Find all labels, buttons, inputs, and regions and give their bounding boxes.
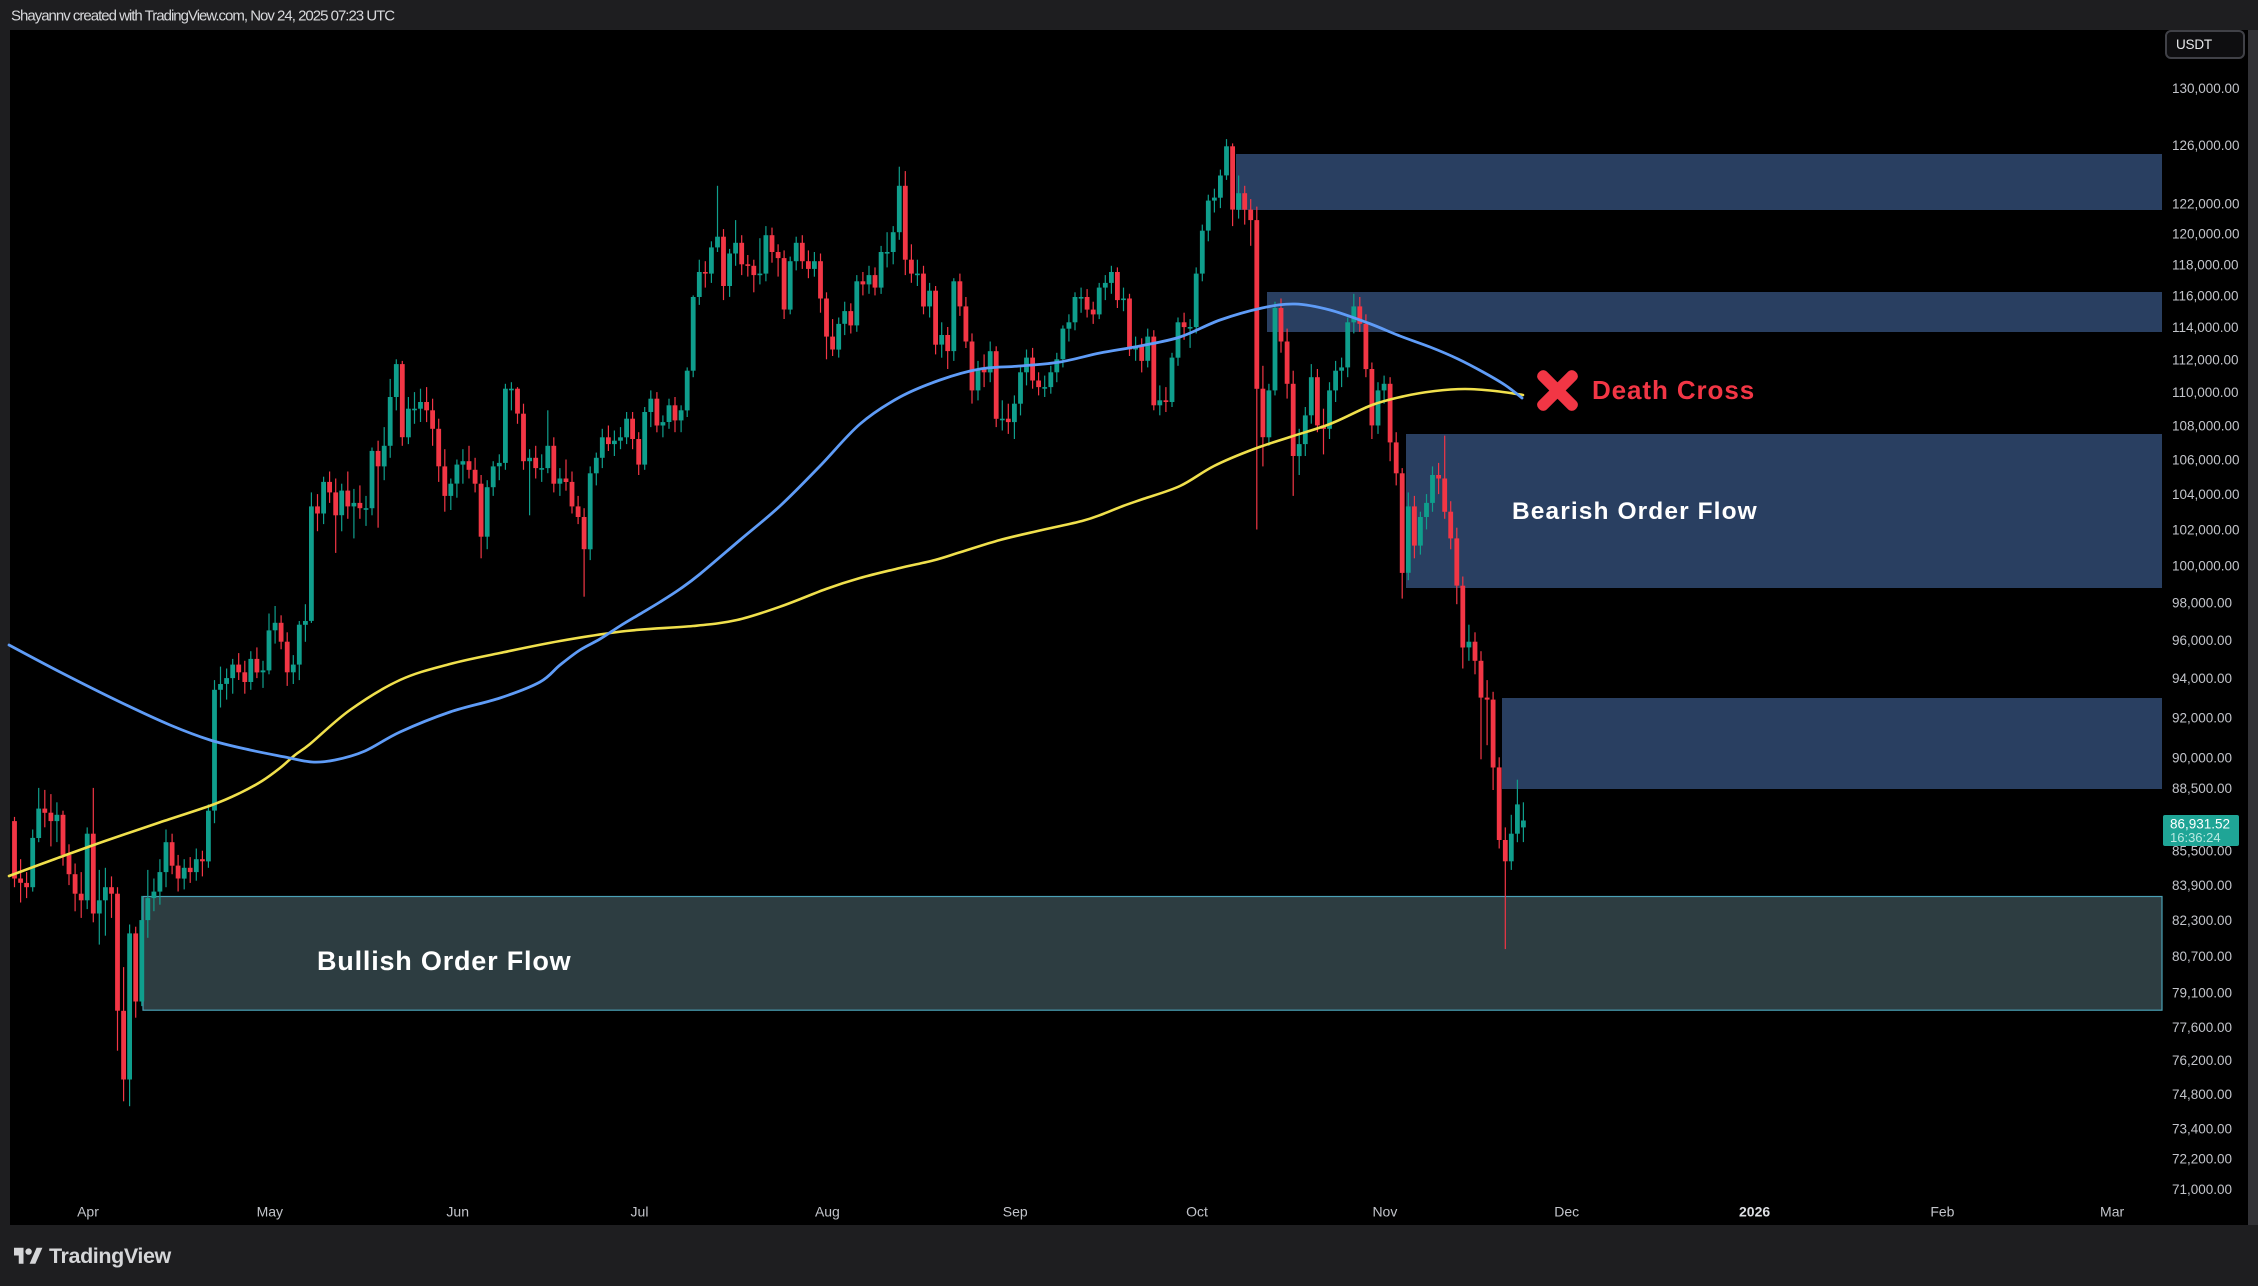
svg-text:90,000.00: 90,000.00 (2172, 750, 2232, 765)
svg-text:100,000.00: 100,000.00 (2172, 559, 2240, 574)
svg-text:102,000.00: 102,000.00 (2172, 523, 2240, 538)
svg-text:83,900.00: 83,900.00 (2172, 878, 2232, 893)
svg-text:118,000.00: 118,000.00 (2172, 257, 2239, 272)
svg-text:Nov: Nov (1372, 1204, 1397, 1220)
svg-text:74,800.00: 74,800.00 (2172, 1087, 2232, 1102)
svg-text:110,000.00: 110,000.00 (2172, 385, 2239, 400)
svg-text:114,000.00: 114,000.00 (2172, 320, 2239, 335)
svg-text:76,200.00: 76,200.00 (2172, 1053, 2232, 1068)
svg-text:2026: 2026 (1739, 1204, 1770, 1220)
svg-text:Apr: Apr (77, 1204, 99, 1220)
svg-text:Aug: Aug (815, 1204, 840, 1220)
svg-text:77,600.00: 77,600.00 (2172, 1020, 2232, 1035)
svg-text:96,000.00: 96,000.00 (2172, 633, 2232, 648)
svg-text:73,400.00: 73,400.00 (2172, 1121, 2232, 1136)
svg-text:Shayannv created with TradingV: Shayannv created with TradingView.com, N… (11, 8, 395, 25)
svg-text:Sep: Sep (1003, 1204, 1028, 1220)
svg-text:Mar: Mar (2100, 1204, 2124, 1220)
svg-text:Feb: Feb (1930, 1204, 1954, 1220)
svg-text:108,000.00: 108,000.00 (2172, 419, 2240, 434)
svg-text:80,700.00: 80,700.00 (2172, 949, 2232, 964)
svg-text:126,000.00: 126,000.00 (2172, 138, 2240, 153)
svg-text:112,000.00: 112,000.00 (2172, 352, 2239, 367)
svg-text:104,000.00: 104,000.00 (2172, 487, 2240, 502)
svg-text:71,000.00: 71,000.00 (2172, 1182, 2232, 1197)
svg-text:USDT: USDT (2176, 37, 2212, 52)
svg-text:86,931.52: 86,931.52 (2170, 817, 2230, 832)
svg-text:122,000.00: 122,000.00 (2172, 197, 2240, 212)
svg-text:106,000.00: 106,000.00 (2172, 453, 2240, 468)
svg-text:TradingView: TradingView (49, 1244, 172, 1268)
svg-text:79,100.00: 79,100.00 (2172, 985, 2232, 1000)
svg-text:Bullish Order Flow: Bullish Order Flow (317, 946, 572, 976)
svg-text:72,200.00: 72,200.00 (2172, 1151, 2232, 1166)
svg-text:94,000.00: 94,000.00 (2172, 671, 2232, 686)
svg-text:Jul: Jul (631, 1204, 649, 1220)
svg-text:88,500.00: 88,500.00 (2172, 781, 2232, 796)
svg-text:Dec: Dec (1554, 1204, 1579, 1220)
svg-text:Bearish Order Flow: Bearish Order Flow (1512, 498, 1758, 525)
svg-text:Oct: Oct (1186, 1204, 1208, 1220)
svg-text:82,300.00: 82,300.00 (2172, 913, 2232, 928)
svg-text:130,000.00: 130,000.00 (2172, 81, 2240, 96)
svg-text:Jun: Jun (446, 1204, 469, 1220)
svg-text:16:36:24: 16:36:24 (2170, 830, 2221, 845)
svg-text:120,000.00: 120,000.00 (2172, 227, 2240, 242)
svg-text:85,500.00: 85,500.00 (2172, 844, 2232, 859)
svg-text:98,000.00: 98,000.00 (2172, 595, 2232, 610)
svg-text:92,000.00: 92,000.00 (2172, 710, 2232, 725)
svg-text:Death Cross: Death Cross (1592, 375, 1755, 405)
svg-text:116,000.00: 116,000.00 (2172, 288, 2239, 303)
svg-text:May: May (257, 1204, 283, 1220)
